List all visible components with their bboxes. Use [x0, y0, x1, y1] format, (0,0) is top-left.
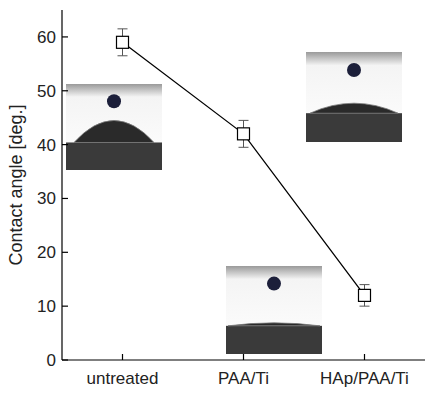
error-bar [118, 29, 128, 56]
inset-needle-drop [267, 277, 281, 291]
inset-needle-drop [107, 94, 121, 108]
x-tick [122, 354, 123, 360]
y-tick [62, 36, 68, 37]
y-tick-label: 30 [37, 189, 56, 208]
y-tick [62, 306, 68, 307]
y-tick [62, 359, 68, 360]
inset-substrate [226, 326, 322, 354]
inset-photo [66, 84, 162, 170]
y-tick [62, 90, 68, 91]
error-cap [239, 147, 249, 148]
y-tick-label: 60 [37, 28, 56, 47]
inset-drop [310, 103, 398, 113]
inset-bg [66, 84, 162, 170]
x-tick-label: PAA/Ti [218, 369, 269, 388]
data-point [238, 128, 250, 140]
plot-data [117, 29, 371, 306]
error-cap [360, 306, 370, 307]
y-tick [62, 144, 68, 145]
error-cap [118, 55, 128, 56]
inset-photo [226, 266, 322, 354]
inset-needle-drop [347, 63, 361, 77]
inset-bg [226, 266, 322, 354]
y-tick-label: 50 [37, 82, 56, 101]
inset-bg [306, 52, 402, 142]
error-cap [360, 284, 370, 285]
inset-drop [228, 323, 320, 326]
chart: 0 10 20 30 40 50 60 untreated PAA/Ti HAp/PAA/Ti Co… [0, 0, 441, 398]
inset-drop [74, 120, 154, 142]
y-axis [61, 10, 62, 360]
inset-substrate [306, 113, 402, 142]
error-bar [360, 285, 370, 307]
x-tick [364, 354, 365, 360]
x-tick-label: HAp/PAA/Ti [320, 369, 409, 388]
y-tick-label: 20 [37, 243, 56, 262]
x-tick [243, 354, 244, 360]
y-tick-label: 10 [37, 297, 56, 316]
y-tick [62, 252, 68, 253]
y-tick-label: 0 [47, 351, 56, 370]
data-point [117, 36, 129, 48]
error-cap [239, 120, 249, 121]
error-cap [118, 28, 128, 29]
y-tick [62, 198, 68, 199]
inset-substrate [66, 142, 162, 170]
y-axis-title: Contact angle [deg.] [6, 104, 26, 265]
data-line [123, 42, 365, 295]
x-tick-label: untreated [87, 369, 159, 388]
data-point [359, 289, 371, 301]
error-bar [239, 120, 249, 147]
y-tick-label: 40 [37, 136, 56, 155]
inset-photo [306, 52, 402, 142]
